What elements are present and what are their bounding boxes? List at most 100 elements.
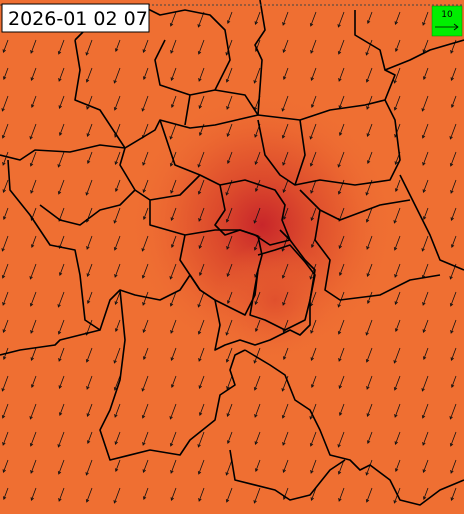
wind-arrow (393, 347, 401, 364)
wind-arrow (338, 67, 345, 82)
wind-arrow (2, 291, 9, 306)
wind-arrow (226, 403, 233, 417)
wind-arrow (3, 487, 9, 500)
wind-arrow (87, 291, 93, 304)
wind-arrow (113, 487, 121, 504)
wind-arrow (1, 95, 9, 112)
wind-arrow (225, 67, 233, 83)
border (244, 349, 464, 506)
wind-arrow (421, 403, 429, 419)
wind-arrow (85, 39, 93, 56)
wind-arrow (281, 235, 289, 252)
wind-arrow (197, 459, 205, 475)
wind-arrow (253, 347, 261, 364)
wind-arrow (170, 347, 177, 361)
wind-arrow (197, 151, 205, 168)
wind-arrow (227, 151, 233, 164)
wind-arrow (30, 67, 37, 81)
wind-arrow (30, 487, 37, 501)
wind-arrow (281, 123, 289, 139)
wind-arrow (281, 403, 289, 419)
wind-arrow (365, 487, 373, 503)
wind-arrow (29, 263, 37, 280)
wind-arrow (254, 431, 261, 445)
border (179, 229, 263, 316)
wind-arrow (394, 403, 401, 418)
wind-arrow (1, 403, 9, 419)
wind-arrow (30, 347, 37, 361)
wind-arrow (225, 39, 233, 56)
wind-arrow (86, 375, 93, 390)
border (74, 4, 259, 149)
wind-arrow (422, 291, 429, 306)
wind-arrow (283, 347, 289, 360)
wind-arrow (422, 319, 429, 333)
border (257, 99, 464, 271)
wind-arrow (170, 319, 177, 334)
wind-arrow (141, 375, 149, 392)
wind-arrow (31, 375, 37, 388)
wind-arrow (310, 347, 317, 361)
wind-arrow (142, 319, 149, 333)
wind-arrow (170, 487, 177, 501)
wind-arrow (199, 403, 205, 416)
wind-arrow (394, 431, 401, 445)
wind-arrow (197, 179, 205, 195)
wind-arrow (115, 319, 121, 332)
wind-arrow (450, 207, 457, 221)
wind-arrow (421, 123, 429, 139)
wind-arrow (367, 151, 373, 164)
wind-arrow (143, 207, 149, 220)
wind-arrow (450, 179, 457, 194)
wind-arrow (310, 39, 317, 54)
wind-arrow (58, 375, 65, 389)
wind-arrow (86, 403, 93, 417)
wind-arrow (86, 123, 93, 137)
wind-arrow (449, 151, 457, 167)
wind-arrow (115, 459, 121, 472)
wind-arrow (198, 207, 205, 222)
wind-arrow (227, 291, 233, 304)
wind-arrow (254, 291, 261, 305)
wind-arrow (225, 319, 233, 336)
wind-arrow (197, 291, 205, 308)
wind-arrow (170, 39, 177, 54)
wind-arrow (198, 375, 205, 389)
wind-arrow (170, 179, 177, 194)
wind-arrow (282, 151, 289, 166)
wind-arrow (395, 39, 401, 52)
wind-arrow (310, 179, 317, 194)
wind-arrow (114, 263, 121, 278)
wind-arrow (114, 431, 121, 445)
wind-arrow (255, 459, 261, 472)
wind-arrow (282, 431, 289, 446)
wind-arrow (282, 179, 289, 193)
wind-arrow (339, 123, 345, 136)
wind-arrow (113, 207, 121, 224)
border (249, 244, 316, 331)
wind-arrow (85, 179, 93, 196)
wind-arrow (113, 347, 121, 364)
wind-arrow (339, 263, 345, 276)
wind-arrow (422, 11, 429, 26)
wind-arrow (113, 95, 121, 111)
wind-arrow (310, 67, 317, 81)
wind-arrow (114, 403, 121, 418)
wind-arrow (339, 403, 345, 416)
wind-arrow (2, 39, 9, 53)
wind-arrow (86, 263, 93, 277)
wind-arrow (1, 375, 9, 392)
wind-arrow (337, 431, 345, 448)
wind-arrow (142, 431, 149, 446)
wind-arrow (337, 319, 345, 335)
wind-arrow (30, 179, 37, 194)
wind-arrow (198, 67, 205, 82)
hotspot-tail (215, 230, 335, 370)
wind-arrow (113, 235, 121, 251)
wind-arrow (449, 403, 457, 420)
wind-arrow (142, 179, 149, 193)
wind-arrow (142, 151, 149, 166)
wind-arrow (2, 151, 9, 166)
wind-arrow (365, 67, 373, 83)
